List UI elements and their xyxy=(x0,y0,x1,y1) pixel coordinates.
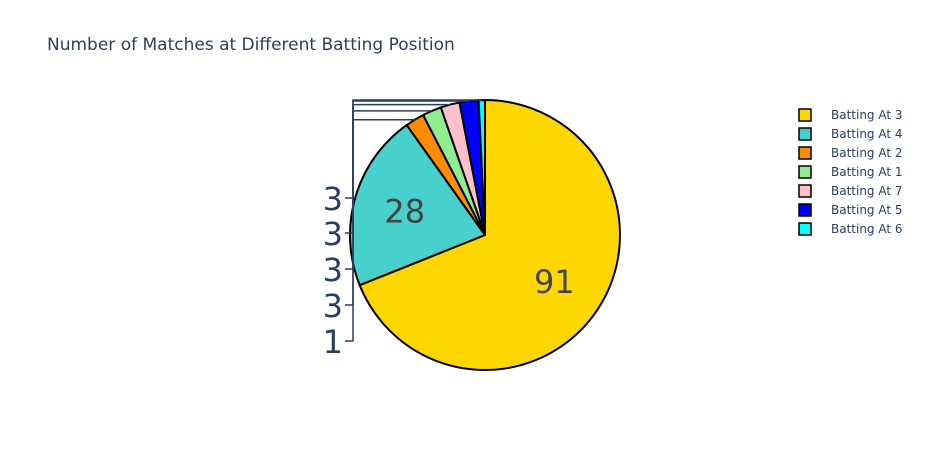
legend-item-batting-at-5[interactable]: Batting At 5 xyxy=(798,203,903,217)
legend-label: Batting At 6 xyxy=(831,222,903,236)
slice-label-batting-at-4: 28 xyxy=(384,192,425,230)
leader-lines xyxy=(345,99,482,342)
legend-label: Batting At 3 xyxy=(831,108,903,122)
legend-swatch xyxy=(798,222,812,236)
slice-label-batting-at-2: 3 xyxy=(323,180,343,218)
legend-label: Batting At 5 xyxy=(831,203,903,217)
legend-swatch xyxy=(798,203,812,217)
legend-swatch xyxy=(798,146,812,160)
legend-item-batting-at-2[interactable]: Batting At 2 xyxy=(798,146,903,160)
legend-swatch xyxy=(798,108,812,122)
legend: Batting At 3 Batting At 4 Batting At 2 Batt… xyxy=(798,108,903,236)
legend-item-batting-at-6[interactable]: Batting At 6 xyxy=(798,222,903,236)
slice-label-batting-at-1: 3 xyxy=(323,215,343,253)
legend-label: Batting At 7 xyxy=(831,184,903,198)
legend-item-batting-at-4[interactable]: Batting At 4 xyxy=(798,127,903,141)
slice-label-batting-at-7: 3 xyxy=(323,251,343,289)
slice-label-batting-at-3: 91 xyxy=(534,263,575,301)
legend-swatch xyxy=(798,127,812,141)
pie-slices xyxy=(349,98,621,371)
slice-label-batting-at-5: 3 xyxy=(323,287,343,325)
legend-label: Batting At 2 xyxy=(831,146,903,160)
legend-label: Batting At 4 xyxy=(831,127,903,141)
chart-title: Number of Matches at Different Batting P… xyxy=(47,35,455,55)
legend-label: Batting At 1 xyxy=(831,165,903,179)
legend-item-batting-at-3[interactable]: Batting At 3 xyxy=(798,108,903,122)
pie-slice-batting-at-4[interactable] xyxy=(349,124,486,287)
legend-item-batting-at-7[interactable]: Batting At 7 xyxy=(798,184,903,198)
pie-slice-batting-at-3[interactable] xyxy=(358,99,621,371)
leader-line-batting-at-6 xyxy=(345,99,482,342)
legend-swatch xyxy=(798,184,812,198)
legend-item-batting-at-1[interactable]: Batting At 1 xyxy=(798,165,903,179)
slice-label-batting-at-6: 1 xyxy=(323,323,343,361)
legend-swatch xyxy=(798,165,812,179)
